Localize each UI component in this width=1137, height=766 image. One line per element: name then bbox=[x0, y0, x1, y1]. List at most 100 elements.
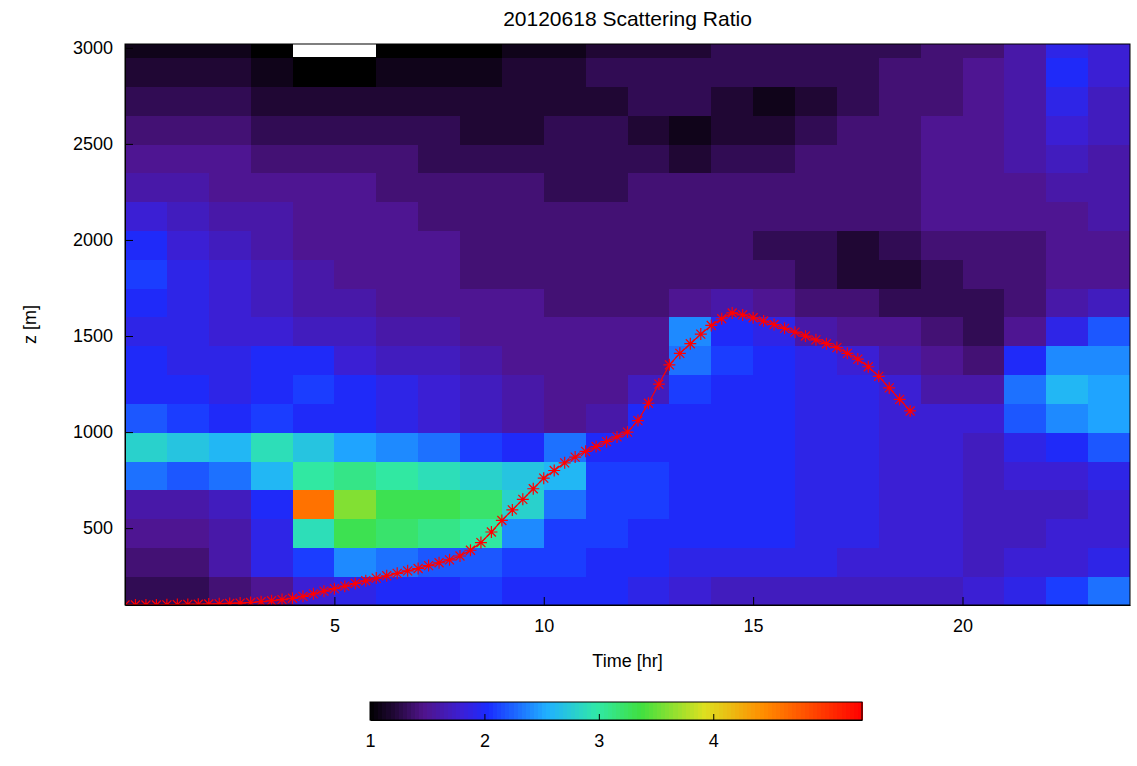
colorbar-swatch bbox=[796, 702, 801, 720]
heatmap-cell bbox=[167, 374, 209, 403]
heatmap-cell bbox=[125, 490, 167, 519]
colorbar-swatch bbox=[817, 702, 822, 720]
marker bbox=[381, 570, 393, 582]
marker bbox=[496, 514, 508, 526]
heatmap-cell bbox=[1046, 44, 1088, 58]
heatmap-cell bbox=[753, 173, 795, 202]
heatmap-cell bbox=[963, 202, 1005, 231]
heatmap-cell bbox=[963, 259, 1005, 288]
colorbar-swatch bbox=[628, 702, 633, 720]
heatmap-cell bbox=[376, 259, 418, 288]
heatmap-cell bbox=[125, 461, 167, 490]
heatmap-cell bbox=[209, 288, 251, 317]
colorbar-axis: 1234 bbox=[365, 714, 862, 751]
colorbar-swatch bbox=[706, 702, 711, 720]
heatmap-cell bbox=[460, 173, 502, 202]
heatmap-cell bbox=[711, 230, 753, 259]
heatmap-cell bbox=[837, 403, 879, 432]
heatmap-cell bbox=[376, 519, 418, 548]
heatmap-cell bbox=[418, 173, 460, 202]
y-tick: 500 bbox=[83, 518, 133, 538]
heatmap-cell bbox=[334, 547, 376, 576]
colorbar-swatch bbox=[468, 702, 473, 720]
colorbar-swatch bbox=[575, 702, 580, 720]
colorbar-swatch bbox=[460, 702, 465, 720]
y-axis-title: z [m] bbox=[20, 305, 40, 344]
heatmap-cell bbox=[711, 576, 753, 605]
heatmap-cell bbox=[251, 519, 293, 548]
colorbar-swatch bbox=[596, 702, 601, 720]
colorbar-swatch bbox=[829, 702, 834, 720]
heatmap-cell bbox=[418, 44, 460, 58]
heatmap-cell bbox=[544, 173, 586, 202]
heatmap-cell bbox=[376, 86, 418, 115]
colorbar-swatch bbox=[653, 702, 658, 720]
heatmap-cell bbox=[921, 44, 963, 58]
heatmap-cell bbox=[167, 317, 209, 346]
heatmap-cell bbox=[1088, 44, 1130, 58]
heatmap-cell bbox=[418, 115, 460, 144]
y-tick-mark bbox=[125, 432, 133, 433]
plot: 510152050010001500200025003000 bbox=[73, 29, 1131, 636]
heatmap-cell bbox=[586, 374, 628, 403]
y-tick-mark bbox=[125, 240, 133, 241]
heatmap-cell bbox=[1088, 115, 1130, 144]
heatmap-cell bbox=[125, 144, 167, 173]
heatmap-cell bbox=[837, 202, 879, 231]
heatmap-cell bbox=[1046, 547, 1088, 576]
marker bbox=[423, 560, 435, 572]
heatmap-cell bbox=[167, 115, 209, 144]
y-tick-mark bbox=[125, 528, 133, 529]
heatmap-cell bbox=[628, 432, 670, 461]
heatmap-cell bbox=[544, 202, 586, 231]
heatmap-cell bbox=[586, 115, 628, 144]
heatmap-cell bbox=[921, 317, 963, 346]
heatmap-cell bbox=[837, 461, 879, 490]
heatmap-cell bbox=[837, 144, 879, 173]
colorbar-swatch bbox=[509, 702, 514, 720]
marker bbox=[339, 580, 351, 592]
colorbar-swatch bbox=[739, 702, 744, 720]
heatmap-cell bbox=[879, 173, 921, 202]
colorbar-swatch bbox=[833, 702, 838, 720]
colorbar-swatch bbox=[632, 702, 637, 720]
heatmap-cell bbox=[753, 519, 795, 548]
heatmap-cell bbox=[544, 86, 586, 115]
heatmap-cell bbox=[1004, 230, 1046, 259]
heatmap-cell bbox=[921, 173, 963, 202]
heatmap-cell bbox=[502, 230, 544, 259]
colorbar-swatch bbox=[755, 702, 760, 720]
heatmap-cell bbox=[879, 432, 921, 461]
heatmap-cell bbox=[251, 230, 293, 259]
heatmap-cell bbox=[963, 519, 1005, 548]
heatmap-cell bbox=[334, 57, 376, 86]
marker bbox=[601, 436, 613, 448]
heatmap-cell bbox=[251, 317, 293, 346]
marker bbox=[580, 445, 592, 457]
heatmap-cell bbox=[795, 288, 837, 317]
heatmap-cell bbox=[544, 490, 586, 519]
heatmap-cell bbox=[334, 374, 376, 403]
heatmap-cell bbox=[879, 346, 921, 375]
heatmap-cell bbox=[1088, 432, 1130, 461]
heatmap-cell bbox=[293, 259, 335, 288]
heatmap-cell bbox=[125, 57, 167, 86]
colorbar-swatch bbox=[620, 702, 625, 720]
colorbar-tick-label: 3 bbox=[594, 731, 604, 751]
marker bbox=[538, 472, 550, 484]
marker bbox=[674, 347, 686, 359]
heatmap-cell bbox=[753, 144, 795, 173]
marker bbox=[768, 319, 780, 331]
colorbar-swatch bbox=[612, 702, 617, 720]
heatmap-cell bbox=[711, 259, 753, 288]
heatmap-cell bbox=[1004, 490, 1046, 519]
heatmap-cell bbox=[209, 44, 251, 58]
x-tick: 10 bbox=[534, 597, 554, 636]
colorbar-swatch bbox=[505, 702, 510, 720]
heatmap-cell bbox=[963, 374, 1005, 403]
heatmap-cell bbox=[334, 202, 376, 231]
heatmap-cell bbox=[628, 173, 670, 202]
marker bbox=[548, 465, 560, 477]
heatmap-cell bbox=[251, 259, 293, 288]
y-axis: 50010001500200025003000 bbox=[73, 38, 133, 605]
